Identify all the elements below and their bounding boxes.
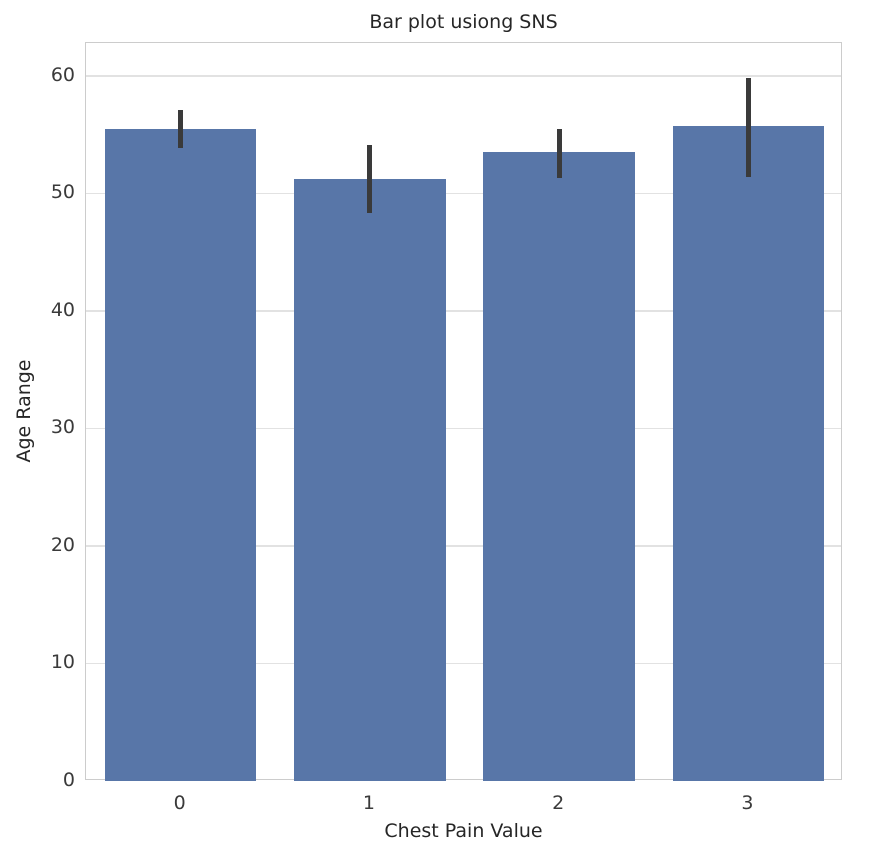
x-tick-label: 1 <box>362 792 375 814</box>
y-tick-label: 10 <box>50 651 75 674</box>
x-axis-label: Chest Pain Value <box>384 820 543 842</box>
y-tick-label: 30 <box>50 416 75 439</box>
y-tick-label: 60 <box>50 63 75 86</box>
y-gridline <box>86 545 841 547</box>
plot-area <box>85 42 842 781</box>
error-bar <box>745 78 751 177</box>
bar <box>294 179 446 781</box>
y-gridline <box>86 75 841 77</box>
y-gridline <box>86 192 841 195</box>
chart-title: Bar plot usiong SNS <box>369 11 558 33</box>
y-gridline <box>86 427 841 430</box>
bar <box>483 152 635 781</box>
y-tick-label: 20 <box>50 533 75 556</box>
bar <box>104 128 257 781</box>
y-gridline <box>86 662 841 665</box>
y-axis-label: Age Range <box>13 359 35 463</box>
bar <box>672 126 825 781</box>
x-tick-label: 2 <box>552 792 565 814</box>
x-tick-label: 3 <box>741 792 754 814</box>
y-tick-label: 50 <box>50 181 75 204</box>
x-tick-label: 0 <box>173 792 186 814</box>
error-bar <box>178 109 184 148</box>
y-tick-label: 40 <box>50 298 75 321</box>
error-bar <box>367 145 373 214</box>
y-tick-label: 0 <box>62 769 75 791</box>
error-bar <box>556 128 562 179</box>
y-gridline <box>86 310 841 312</box>
